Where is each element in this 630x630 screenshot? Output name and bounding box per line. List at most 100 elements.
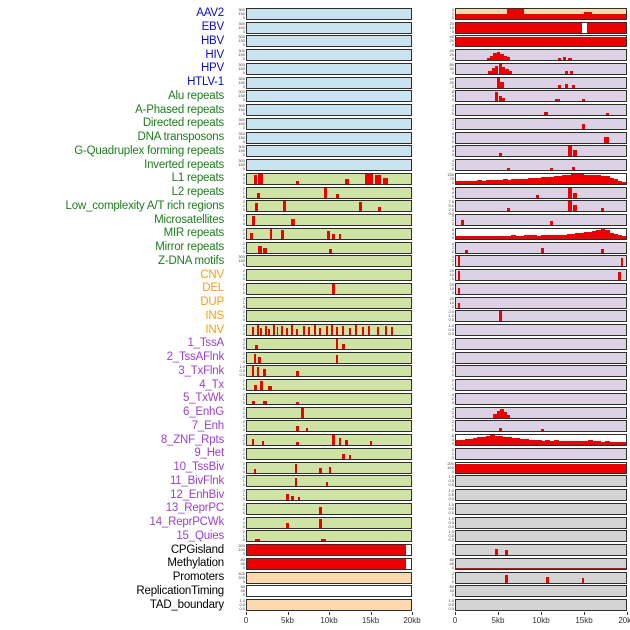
y-tick-label: 1 xyxy=(451,423,454,429)
y-tick-label: 2 xyxy=(242,446,245,452)
track-row: 3_TxFlnk 1.0 0.5 0.0 2 1 0 xyxy=(0,365,630,379)
signal-bar xyxy=(464,181,470,184)
y-tick-label: 0.5 xyxy=(448,505,454,511)
y-tick-label: 1 xyxy=(242,409,245,415)
signal-bar xyxy=(247,558,407,569)
track-panel-left xyxy=(246,131,412,144)
signal-bar xyxy=(251,366,255,377)
track-row: 12_EnhBiv 2 1 0 1.0 0.5 0.0 xyxy=(0,488,630,502)
y-tick-label: 0 xyxy=(242,69,245,75)
track-row: 6_EnhG 2 1 0 4 2 0 xyxy=(0,406,630,420)
signal-bar xyxy=(481,436,487,446)
track-row: 4_Tx 2 1 0 2 1 0 xyxy=(0,378,630,392)
y-tick-label: 0 xyxy=(242,468,245,474)
signal-bar xyxy=(327,230,330,239)
y-tick-label: 0 xyxy=(242,221,245,227)
signal-bar xyxy=(314,325,317,336)
y-tick-label: 4 xyxy=(451,336,454,342)
track-row: Mirror repeats 2 1 0 4 2 0 xyxy=(0,241,630,255)
y-tick-label: 150 xyxy=(238,79,245,85)
y-axis-ticks: 1.0 0.5 0.0 xyxy=(439,489,455,501)
x-tick-label: 15kb xyxy=(575,616,593,625)
track-panel-right xyxy=(455,90,627,103)
signal-bar xyxy=(553,235,559,239)
track-panel-right xyxy=(455,131,627,144)
y-tick-label: 0 xyxy=(242,482,245,488)
y-tick-label: 0 xyxy=(451,193,454,199)
track-label: Promoters xyxy=(172,571,224,584)
x-tick-mark xyxy=(412,612,413,615)
signal-bar xyxy=(511,179,516,184)
y-tick-label: 4 xyxy=(451,391,454,397)
y-tick-label: 4 xyxy=(451,240,454,246)
signal-bar xyxy=(370,441,373,446)
signal-bar xyxy=(296,442,299,446)
signal-bar xyxy=(579,174,584,184)
track-row: L2 repeats 2 1 0 8 4 0 xyxy=(0,186,630,200)
signal-bar xyxy=(515,178,521,184)
y-tick-label: 0 xyxy=(451,344,454,350)
y-axis-ticks: 80 40 0 xyxy=(439,557,455,570)
signal-bar xyxy=(496,77,501,88)
signal-bar xyxy=(256,192,261,198)
y-tick-label: 0.0 xyxy=(239,372,245,378)
track-panel-left xyxy=(246,571,412,584)
y-tick-label: 0 xyxy=(242,496,245,502)
signal-bar xyxy=(456,235,461,239)
signal-bar xyxy=(586,23,626,33)
signal-bar xyxy=(532,235,538,239)
signal-bar xyxy=(545,235,550,239)
y-tick-label: 1 xyxy=(242,189,245,195)
y-tick-label: 0 xyxy=(242,509,245,515)
y-tick-label: 2 xyxy=(242,515,245,521)
y-tick-label: 80 xyxy=(240,584,245,590)
y-tick-label: 2 xyxy=(451,258,454,264)
y-tick-label: 1.0 xyxy=(448,598,454,604)
y-tick-label: 0 xyxy=(242,28,245,34)
signal-bar xyxy=(291,325,294,336)
y-tick-label: 20 xyxy=(449,281,454,287)
signal-bar xyxy=(507,179,512,184)
signal-bar xyxy=(519,235,525,239)
track-rows: AAV2 300 150 0 4 2 0 EBV 300 150 0 20 10 0 HBV 300 150 0 4… xyxy=(0,7,630,612)
y-tick-label: 0 xyxy=(451,592,454,598)
y-tick-label: 0.0 xyxy=(448,509,454,515)
track-panel-right xyxy=(455,392,627,405)
track-row: HBV 300 150 0 40 20 0 xyxy=(0,35,630,49)
y-axis-ticks: 300 150 0 xyxy=(230,131,246,144)
track-panel-right xyxy=(455,351,627,364)
y-tick-label: 4 xyxy=(451,6,454,12)
y-tick-label: 0 xyxy=(242,289,245,295)
signal-bar xyxy=(263,401,267,404)
x-tick-mark xyxy=(627,612,628,615)
signal-bar xyxy=(568,187,572,198)
y-tick-label: 1 xyxy=(451,450,454,456)
y-tick-label: 2 xyxy=(242,350,245,356)
track-panel-right xyxy=(455,76,627,89)
track-panel-left xyxy=(246,49,412,62)
track-label: HBV xyxy=(200,34,224,47)
signal-bar xyxy=(477,437,482,446)
track-panel-left xyxy=(246,557,412,570)
signal-bar xyxy=(338,234,342,239)
signal-bar xyxy=(553,440,559,446)
y-tick-label: 2 xyxy=(242,488,245,494)
y-tick-label: 4 xyxy=(451,189,454,195)
signal-bar xyxy=(384,326,387,336)
track-panel-left xyxy=(246,461,412,474)
y-tick-label: 2 xyxy=(242,437,245,443)
track-label: A-Phased repeats xyxy=(135,103,224,116)
y-tick-label: 2.0 xyxy=(448,309,454,315)
signal-bar xyxy=(613,442,618,446)
y-tick-label: 0.5 xyxy=(448,519,454,525)
track-panel-left xyxy=(246,420,412,433)
y-tick-label: 2 xyxy=(242,309,245,315)
signal-bar xyxy=(505,550,508,556)
y-tick-label: 1 xyxy=(242,505,245,511)
track-panel-right xyxy=(455,544,627,557)
